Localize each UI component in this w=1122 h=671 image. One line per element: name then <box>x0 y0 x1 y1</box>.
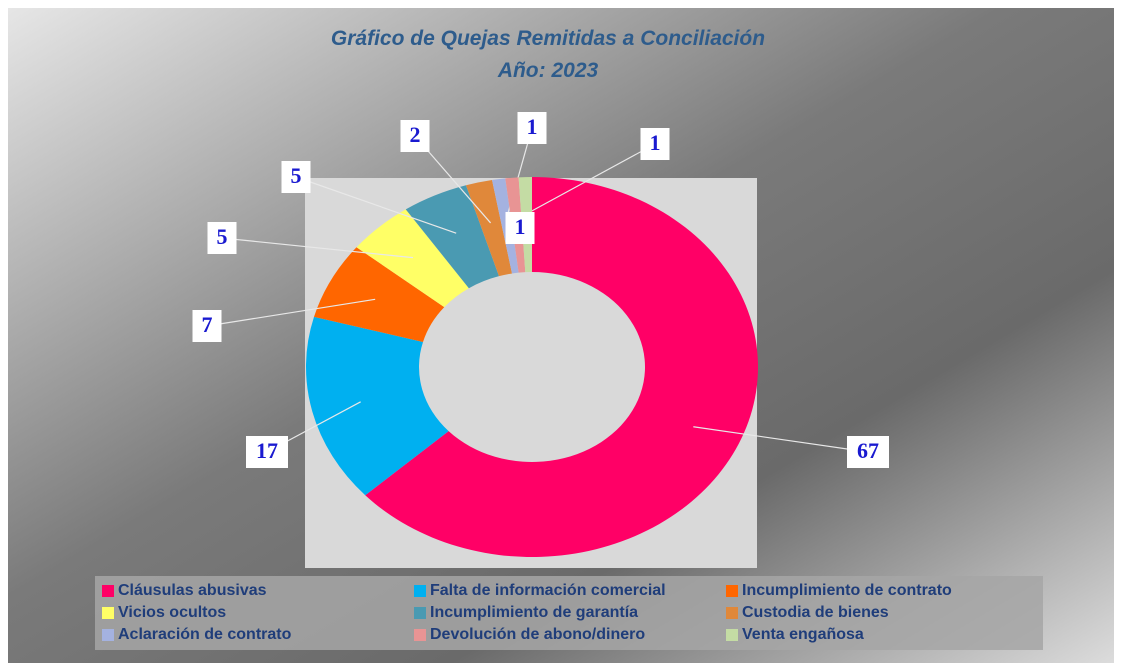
legend-label: Incumplimiento de garantía <box>430 604 638 621</box>
data-label: 17 <box>256 438 278 463</box>
leader-line <box>693 426 869 453</box>
donut-slice <box>492 178 519 274</box>
legend-label: Venta engañosa <box>742 626 864 643</box>
donut-slice <box>465 179 513 277</box>
legend-swatch <box>102 629 114 641</box>
chart-title: Gráfico de Quejas Remitidas a Conciliaci… <box>331 27 765 50</box>
legend-swatch <box>102 585 114 597</box>
data-label: 5 <box>291 163 302 188</box>
donut-slice <box>365 177 758 557</box>
donut-slice <box>405 185 499 289</box>
data-label: 5 <box>217 224 228 249</box>
donut-slice <box>313 247 445 342</box>
legend-box <box>95 576 1043 650</box>
data-label-box <box>192 310 222 342</box>
data-label-box <box>246 436 288 468</box>
data-label: 2 <box>410 122 421 147</box>
data-label: 7 <box>202 312 213 337</box>
donut-slice <box>356 209 469 308</box>
legend-swatch <box>726 629 738 641</box>
legend-label: Cláusulas abusivas <box>118 582 267 599</box>
data-label: 1 <box>650 130 661 155</box>
data-label: 1 <box>515 214 526 239</box>
legend-swatch <box>414 607 426 619</box>
legend-label: Falta de información comercial <box>430 582 666 599</box>
donut-slice <box>305 316 449 496</box>
data-label-box <box>281 161 311 193</box>
legend-label: Incumplimiento de contrato <box>742 582 952 599</box>
data-label-box <box>517 112 547 144</box>
legend-swatch <box>726 607 738 619</box>
data-label-box <box>505 212 535 244</box>
leader-line <box>516 143 656 220</box>
data-label-box <box>207 222 237 254</box>
legend-label: Devolución de abono/dinero <box>430 626 645 643</box>
legend-swatch <box>414 629 426 641</box>
legend-swatch <box>102 607 114 619</box>
legend-swatch <box>414 585 426 597</box>
data-label-box <box>400 120 430 152</box>
leader-line <box>206 298 376 327</box>
legend-label: Vicios ocultos <box>118 604 226 621</box>
data-label: 1 <box>527 114 538 139</box>
data-label-box <box>847 436 889 468</box>
leader-line <box>295 176 457 234</box>
leader-line <box>221 237 414 259</box>
legend-label: Aclaración de contrato <box>118 626 292 643</box>
data-label: 67 <box>857 438 879 463</box>
legend-label: Custodia de bienes <box>742 604 889 621</box>
data-label-box <box>640 128 670 160</box>
legend-swatch <box>726 585 738 597</box>
chart-subtitle: Año: 2023 <box>497 59 599 82</box>
